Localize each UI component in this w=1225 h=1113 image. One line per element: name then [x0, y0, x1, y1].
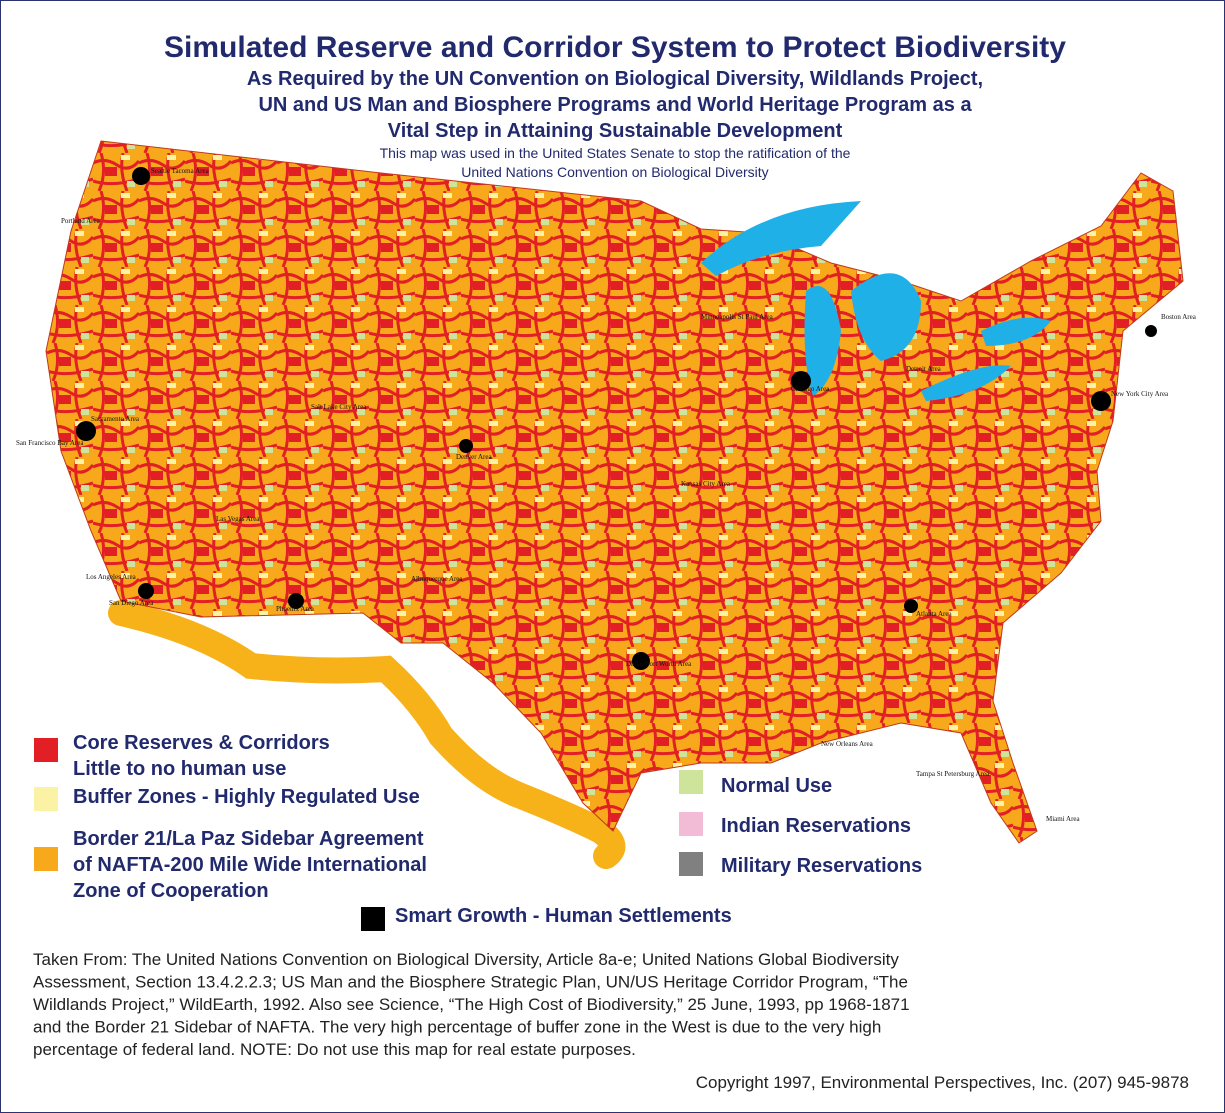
city-label: Atlanta Area: [916, 610, 952, 618]
legend-swatch: [361, 907, 385, 931]
city-label: Sacramento Area: [91, 415, 140, 423]
city-label: Tampa St Petersburg Area: [916, 770, 990, 778]
city-label: San Francisco Bay Area: [16, 439, 84, 447]
city-label: Seattle Tacoma Area: [151, 167, 210, 175]
legend-label: Smart Growth - Human Settlements: [395, 905, 732, 927]
legend-label: Little to no human use: [73, 758, 286, 780]
legend-label: Buffer Zones - Highly Regulated Use: [73, 786, 420, 808]
legend-swatch: [679, 770, 703, 794]
legend-swatch: [34, 847, 58, 871]
subtitle: As Required by the UN Convention on Biol…: [247, 68, 983, 90]
city-label: Phoenix Area: [276, 605, 315, 613]
city-label: Boston Area: [1161, 313, 1197, 321]
city-label: Minneapolis St Paul Area: [701, 313, 774, 321]
source-line: and the Border 21 Sidebar of NAFTA. The …: [33, 1018, 881, 1037]
legend-label: Border 21/La Paz Sidebar Agreement: [73, 828, 424, 850]
city-label: Albuquerque Area: [411, 575, 463, 583]
city-label: Chicago Area: [791, 385, 830, 393]
source-line: Wildlands Project,” WildEarth, 1992. Als…: [33, 995, 910, 1014]
city-label: New Orleans Area: [821, 740, 874, 748]
city-label: New York City Area: [1111, 390, 1169, 398]
note: This map was used in the United States S…: [380, 145, 851, 161]
city-label: San Diego Area: [109, 599, 154, 607]
city-label: Kansas City Area: [681, 480, 731, 488]
city-label: Portland Area: [61, 217, 101, 225]
city-label: Los Angeles Area: [86, 573, 137, 581]
subtitle: UN and US Man and Biosphere Programs and…: [258, 94, 972, 116]
city-label: Salt Lake City Area: [311, 403, 367, 411]
legend-label: Core Reserves & Corridors: [73, 732, 330, 754]
legend-label: Indian Reservations: [721, 815, 911, 837]
source-line: Assessment, Section 13.4.2.2.3; US Man a…: [33, 973, 908, 992]
city-label: Dallas Fort Worth Area: [626, 660, 692, 668]
border-zone: [108, 600, 626, 869]
legend-swatch: [679, 852, 703, 876]
legend-swatch: [679, 812, 703, 836]
legend-swatch: [34, 738, 58, 762]
settlements: [76, 167, 1157, 670]
source-line: percentage of federal land. NOTE: Do not…: [33, 1040, 636, 1059]
city-label: Detroit Area: [906, 365, 942, 373]
city-label: Miami Area: [1046, 815, 1081, 823]
legend-label: of NAFTA-200 Mile Wide International: [73, 854, 427, 876]
title: Simulated Reserve and Corridor System to…: [164, 31, 1066, 64]
source-line: Taken From: The United Nations Conventio…: [33, 950, 899, 969]
great-lakes: [701, 201, 1051, 401]
city-label: Denver Area: [456, 453, 492, 461]
legend-swatch: [34, 787, 58, 811]
subtitle: Vital Step in Attaining Sustainable Deve…: [388, 120, 843, 142]
legend-label: Military Reservations: [721, 855, 922, 877]
city-label: Las Vegas Area: [216, 515, 260, 523]
legend-label: Zone of Cooperation: [73, 880, 269, 902]
note: United Nations Convention on Biological …: [461, 164, 768, 180]
legend-label: Normal Use: [721, 775, 832, 797]
copyright: Copyright 1997, Environmental Perspectiv…: [696, 1073, 1189, 1092]
